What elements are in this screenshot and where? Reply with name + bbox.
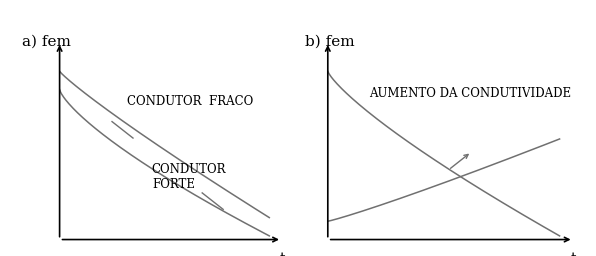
Text: b) fem: b) fem [305, 35, 354, 49]
Text: AUMENTO DA CONDUTIVIDADE: AUMENTO DA CONDUTIVIDADE [370, 87, 572, 100]
Text: t: t [279, 252, 285, 256]
Text: CONDUTOR
FORTE: CONDUTOR FORTE [152, 163, 226, 191]
Text: a) fem: a) fem [22, 35, 71, 49]
Text: t: t [571, 252, 576, 256]
Text: CONDUTOR  FRACO: CONDUTOR FRACO [127, 95, 253, 108]
